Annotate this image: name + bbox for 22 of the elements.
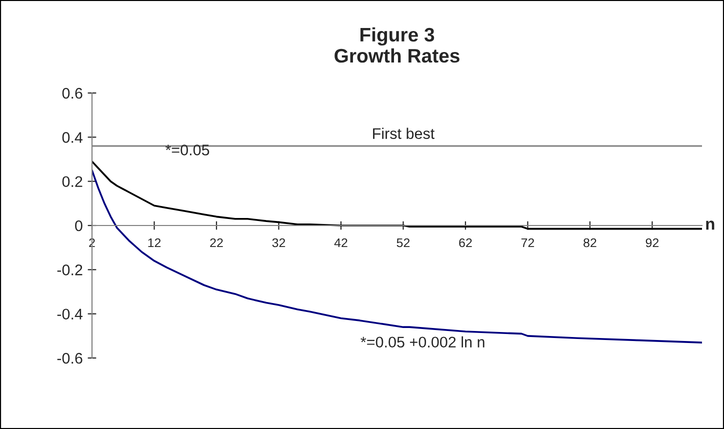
y-tick-label: -0.4 bbox=[57, 308, 83, 320]
x-tick-label: 92 bbox=[646, 238, 659, 248]
y-tick-label: -0.6 bbox=[57, 352, 82, 364]
annotation: *=0.05 bbox=[165, 144, 210, 156]
x-tick-label: 32 bbox=[272, 238, 286, 248]
x-tick-label: 52 bbox=[396, 238, 410, 248]
y-tick-label: 0.6 bbox=[62, 88, 82, 99]
x-tick-label: 22 bbox=[210, 238, 223, 248]
y-tick-label: 0 bbox=[75, 220, 82, 232]
x-tick-label: 42 bbox=[334, 238, 348, 248]
line-series bbox=[92, 160, 702, 230]
x-tick-label: 82 bbox=[584, 238, 596, 248]
chart-title: Figure 3 Growth Rates bbox=[334, 27, 460, 63]
y-tick-label: 0.2 bbox=[62, 176, 82, 188]
y-tick-label: -0.2 bbox=[57, 264, 82, 276]
x-axis-title: n bbox=[706, 220, 714, 230]
x-tick-label: 12 bbox=[148, 238, 161, 248]
x-tick-label: 72 bbox=[521, 238, 534, 248]
annotation: *=0.05 +0.002 ln n bbox=[360, 336, 484, 348]
annotation: First best bbox=[373, 128, 435, 139]
x-tick-label: 62 bbox=[459, 238, 472, 248]
y-tick-label: 0.4 bbox=[62, 132, 83, 143]
